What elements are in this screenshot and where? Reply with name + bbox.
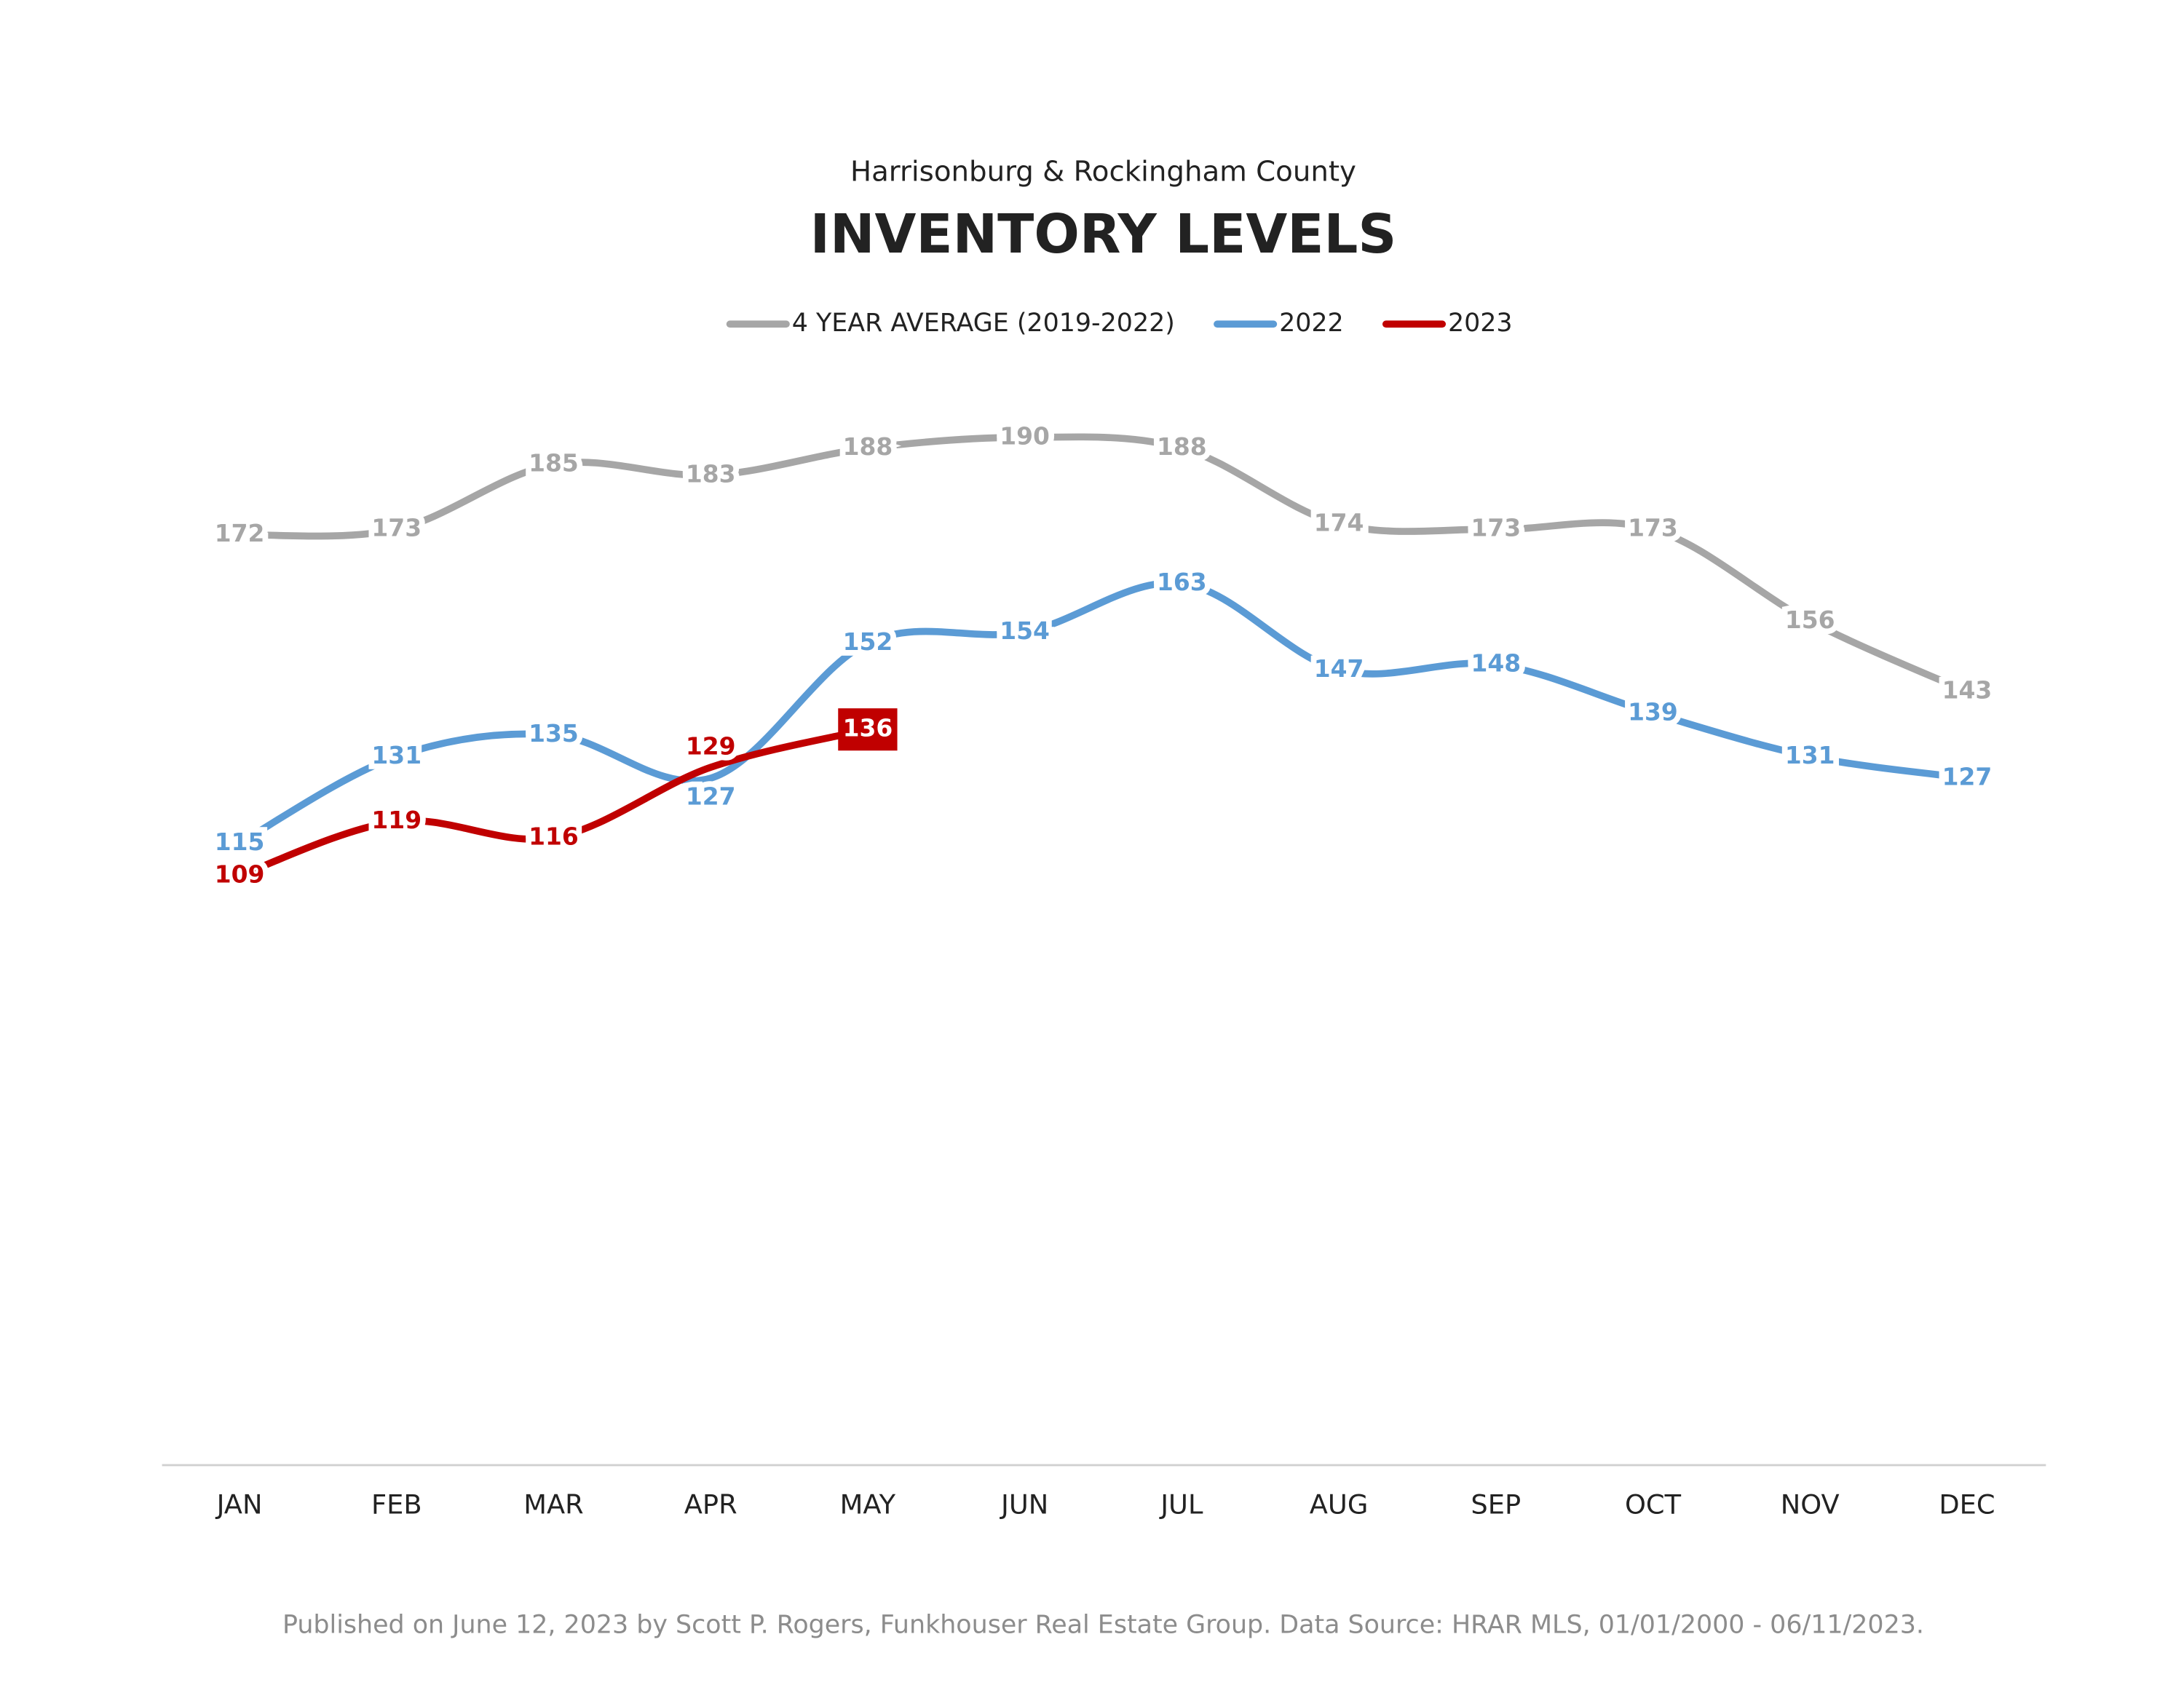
data-label: 154	[1000, 616, 1050, 645]
chart-subtitle: Harrisonburg & Rockingham County	[850, 156, 1356, 189]
data-label: 129	[686, 732, 736, 761]
data-label: 136	[843, 714, 893, 742]
data-label: 143	[1942, 676, 1993, 705]
data-label: 185	[529, 449, 579, 477]
x-tick-label: MAY	[840, 1489, 896, 1521]
x-tick-label: AUG	[1310, 1489, 1369, 1521]
footer: Published on June 12, 2023 by Scott P. R…	[282, 1611, 1924, 1640]
legend-label: 4 YEAR AVERAGE (2019-2022)	[792, 309, 1175, 338]
x-tick-label: MAR	[523, 1489, 583, 1521]
legend-label: 2022	[1279, 309, 1344, 338]
data-label: 173	[1471, 514, 1521, 542]
data-label: 116	[529, 822, 579, 850]
data-label: 163	[1157, 568, 1207, 596]
x-tick-label: FEB	[371, 1489, 422, 1521]
data-label: 127	[686, 782, 736, 811]
x-tick-label: OCT	[1625, 1489, 1682, 1521]
data-label: 188	[843, 432, 893, 461]
x-tick-label: APR	[684, 1489, 737, 1521]
data-label: 148	[1471, 649, 1521, 678]
data-label: 152	[843, 627, 893, 656]
data-label: 147	[1314, 654, 1364, 683]
data-label: 190	[1000, 421, 1050, 450]
x-tick-label: NOV	[1781, 1489, 1840, 1521]
data-label: 139	[1628, 697, 1678, 726]
x-tick-label: JAN	[215, 1489, 263, 1521]
data-label: 183	[686, 459, 736, 488]
data-label: 109	[215, 860, 265, 888]
data-label: 119	[371, 806, 422, 834]
x-tick-label: JUN	[1000, 1489, 1048, 1521]
data-label: 135	[529, 719, 579, 748]
legend-label: 2023	[1448, 309, 1513, 338]
data-label: 127	[1942, 763, 1993, 791]
data-label: 172	[215, 519, 265, 547]
data-label: 174	[1314, 508, 1364, 536]
chart-title: INVENTORY LEVELS	[810, 204, 1397, 266]
data-label: 115	[215, 828, 265, 856]
x-tick-label: SEP	[1471, 1489, 1521, 1521]
series-line	[236, 726, 871, 879]
data-label: 156	[1785, 606, 1835, 634]
highlight-box	[838, 708, 898, 751]
data-label: 173	[1628, 514, 1678, 542]
data-label: 131	[371, 741, 422, 769]
data-label: 131	[1785, 741, 1835, 769]
data-label: 188	[1157, 432, 1207, 461]
series-line	[236, 579, 1971, 847]
series-line	[236, 433, 1971, 696]
x-tick-label: DEC	[1939, 1489, 1995, 1521]
x-tick-label: JUL	[1159, 1489, 1203, 1521]
data-label: 173	[371, 514, 422, 542]
